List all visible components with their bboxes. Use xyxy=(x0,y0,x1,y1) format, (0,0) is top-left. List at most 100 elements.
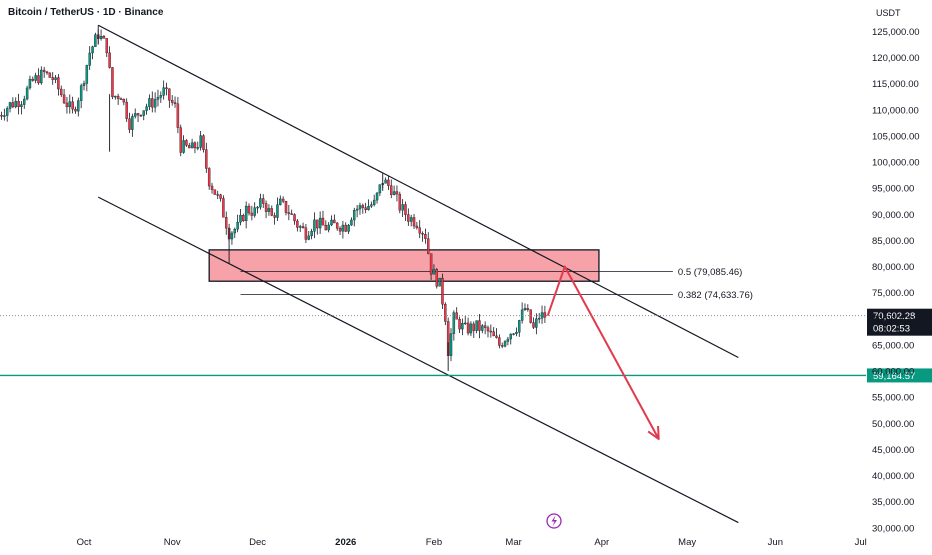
candle-body xyxy=(469,323,473,334)
candle-body xyxy=(472,323,475,331)
candle-body xyxy=(296,220,299,228)
candle-body xyxy=(384,179,387,184)
y-tick-label: 80,000.00 xyxy=(872,262,914,273)
fib-levels-layer: 0.5 (79,085.46) 0.382 (74,633.76) xyxy=(240,267,753,301)
y-tick-label: 100,000.00 xyxy=(872,158,920,169)
candle-body xyxy=(355,208,359,211)
candle-body xyxy=(91,46,94,54)
channel-trendline xyxy=(97,196,739,524)
candle-body xyxy=(168,88,171,101)
axis-unit-label: USDT xyxy=(876,8,901,18)
candle-body xyxy=(515,331,518,334)
candle-body xyxy=(483,325,487,328)
projection-path xyxy=(546,265,660,440)
candle-body xyxy=(321,217,325,226)
x-tick-label: May xyxy=(678,537,696,548)
candle-body xyxy=(79,85,83,101)
candle-body xyxy=(193,142,197,149)
candle-body xyxy=(409,217,413,222)
y-tick-label: 70,000.00 xyxy=(872,314,914,325)
price-axis[interactable]: 30,000.00 35,000.00 40,000.00 45,000.00 50,0… xyxy=(872,27,920,534)
candle-body xyxy=(523,308,527,311)
candle-body xyxy=(28,78,32,89)
candle-body xyxy=(190,142,194,149)
fib-level-label: 0.382 (74,633.76) xyxy=(678,290,753,301)
y-tick-label: 75,000.00 xyxy=(872,288,914,299)
candle-body xyxy=(464,322,467,325)
candle-body xyxy=(498,337,501,346)
candle-body xyxy=(42,69,46,73)
candle-body xyxy=(532,322,535,328)
y-tick-label: 110,000.00 xyxy=(872,105,919,116)
candles-layer xyxy=(0,25,547,372)
candle-body xyxy=(165,87,168,90)
candle-body xyxy=(119,98,123,100)
candle-body xyxy=(512,333,515,335)
candle-body xyxy=(5,108,9,116)
trendline-layer xyxy=(97,24,739,524)
candle-body xyxy=(284,201,288,213)
candle-body xyxy=(372,199,376,205)
candle-body xyxy=(526,308,530,310)
y-tick-label: 30,000.00 xyxy=(872,523,914,534)
candle-body xyxy=(353,210,356,221)
y-tick-label: 40,000.00 xyxy=(872,471,914,482)
candle-body xyxy=(122,98,126,103)
candle-body xyxy=(327,224,330,231)
candle-body xyxy=(256,206,259,209)
candle-body xyxy=(486,327,490,332)
candle-body xyxy=(242,215,245,222)
candle-body xyxy=(492,331,495,337)
candle-body xyxy=(259,198,262,208)
lightning-icon[interactable] xyxy=(546,513,562,529)
candle-body xyxy=(31,78,35,81)
candle-body xyxy=(333,219,336,224)
candle-body xyxy=(244,205,248,222)
candle-body xyxy=(361,205,365,208)
candle-body xyxy=(395,191,399,195)
projection-arrow-layer xyxy=(546,265,660,440)
candle-body xyxy=(375,192,379,201)
candle-body xyxy=(185,140,188,146)
y-tick-label: 45,000.00 xyxy=(872,445,914,456)
candle-body xyxy=(162,87,165,96)
candle-body xyxy=(131,116,134,130)
candle-body xyxy=(478,320,481,331)
candle-body xyxy=(51,77,54,80)
candle-body xyxy=(281,198,285,202)
candle-body xyxy=(207,168,211,187)
candle-body xyxy=(62,94,66,104)
y-tick-label: 60,000.00 xyxy=(872,367,914,378)
projection-arrowhead xyxy=(647,425,660,440)
fib-level-label: 0.5 (79,085.46) xyxy=(678,267,742,278)
candle-body xyxy=(85,65,89,84)
y-tick-label: 90,000.00 xyxy=(872,210,914,221)
candle-body xyxy=(142,110,145,116)
candle-body xyxy=(173,102,177,105)
candle-body xyxy=(429,253,433,275)
candle-body xyxy=(205,149,208,169)
candle-body xyxy=(489,330,493,333)
candle-body xyxy=(213,189,217,195)
time-axis[interactable]: Oct Nov Dec 2026 Feb Mar Apr May Jun Jul xyxy=(77,537,867,548)
candle-body xyxy=(60,88,63,96)
candle-body xyxy=(543,312,547,318)
candle-body xyxy=(401,204,404,211)
y-tick-label: 50,000.00 xyxy=(872,419,914,430)
candle-body xyxy=(17,101,20,108)
candle-body xyxy=(148,98,151,107)
candle-body xyxy=(418,227,421,234)
candle-body xyxy=(102,36,106,39)
y-tick-label: 55,000.00 xyxy=(872,393,914,404)
candle-body xyxy=(313,219,316,232)
countdown-label: 08:02:53 xyxy=(873,324,910,335)
candle-body xyxy=(466,322,470,334)
x-tick-label: Dec xyxy=(249,537,266,548)
x-tick-label: Jul xyxy=(855,537,867,548)
candle-body xyxy=(452,312,456,334)
candle-body xyxy=(273,215,276,218)
candle-body xyxy=(145,106,148,111)
candle-body xyxy=(94,34,97,47)
